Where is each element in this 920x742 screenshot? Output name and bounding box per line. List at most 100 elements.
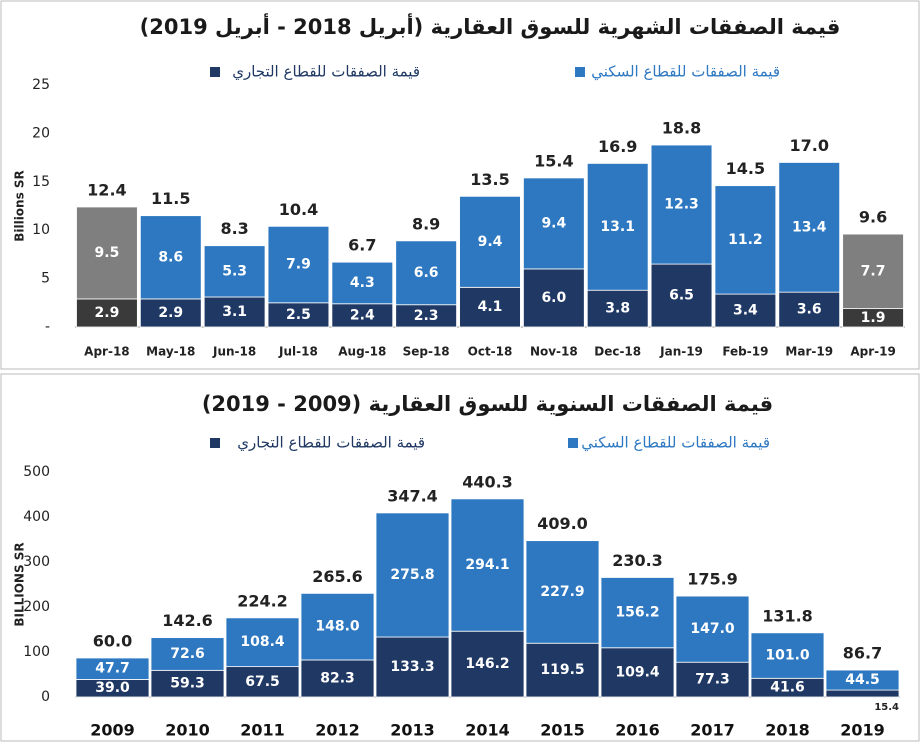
segment-label: 8.6 <box>158 249 183 265</box>
segment-label: 77.3 <box>695 672 730 688</box>
segment-label: 2.5 <box>286 307 311 323</box>
segment-label: 7.7 <box>861 263 886 279</box>
y-axis-label: Billions SR <box>13 170 27 242</box>
bar-segment <box>525 540 600 644</box>
x-tick-label: 2016 <box>615 721 660 740</box>
legend-swatch <box>568 438 578 448</box>
x-tick-label: 2013 <box>390 721 435 740</box>
x-tick-label: Aug-18 <box>338 345 386 359</box>
total-label: 16.9 <box>598 137 637 156</box>
total-label: 11.5 <box>151 189 190 208</box>
bar-segment <box>586 163 649 291</box>
x-tick-label: Dec-18 <box>594 345 641 359</box>
total-label: 409.0 <box>537 514 588 533</box>
bar-segment <box>267 225 330 304</box>
chart-title: قيمة الصفقات الشهرية للسوق العقارية (أبر… <box>140 12 841 39</box>
x-tick-label: Apr-18 <box>84 345 129 359</box>
segment-label: 59.3 <box>170 676 205 692</box>
segment-label: 133.3 <box>390 659 434 675</box>
x-tick-label: Mar-19 <box>785 345 833 359</box>
segment-label: 2.3 <box>414 308 439 324</box>
segment-label: 1.9 <box>861 310 886 326</box>
segment-label: 108.4 <box>240 634 285 650</box>
bar-segment <box>650 144 713 265</box>
segment-label: 109.4 <box>615 664 660 680</box>
bar-segment <box>600 647 675 698</box>
x-tick-label: May-18 <box>146 345 195 359</box>
bar-segment <box>714 185 777 295</box>
legend-label: قيمة الصفقات للقطاع السكني <box>591 63 780 82</box>
legend-label: قيمة الصفقات للقطاع التجاري <box>237 434 425 453</box>
segment-label: 13.1 <box>600 219 635 235</box>
segment-label: 9.4 <box>541 215 566 231</box>
legend-label: قيمة الصفقات للقطاع السكني <box>581 434 770 453</box>
total-label: 18.8 <box>662 119 701 138</box>
bar-segment <box>450 498 525 632</box>
legend-swatch <box>575 67 585 77</box>
bar-segment <box>150 637 225 671</box>
bar-segment <box>778 162 841 293</box>
x-tick-label: 2014 <box>465 721 510 740</box>
bar-segment <box>75 657 150 680</box>
total-label: 265.6 <box>312 567 363 586</box>
y-tick-label: - <box>45 319 50 335</box>
segment-label: 47.7 <box>95 661 130 677</box>
y-tick-label: 500 <box>23 464 50 480</box>
legend-swatch <box>210 67 220 77</box>
segment-label: 72.6 <box>170 646 205 662</box>
segment-label: 15.4 <box>874 702 899 713</box>
x-tick-label: Feb-19 <box>722 345 768 359</box>
bar-segment <box>523 268 585 328</box>
segment-label: 11.2 <box>728 232 763 248</box>
panel-frame <box>0 373 920 742</box>
bar-segment <box>778 291 841 328</box>
segment-label: 4.3 <box>350 275 375 291</box>
bar-segment <box>675 661 750 698</box>
segment-label: 6.0 <box>541 290 566 306</box>
segment-label: 6.5 <box>669 288 694 304</box>
y-tick-label: 100 <box>23 644 50 660</box>
segment-label: 67.5 <box>245 674 280 690</box>
total-label: 131.8 <box>762 606 813 625</box>
bar-segment <box>750 632 825 679</box>
bar-segment <box>825 669 900 691</box>
total-label: 60.0 <box>93 631 132 650</box>
x-tick-label: Jun-18 <box>212 345 256 359</box>
segment-label: 9.5 <box>95 245 120 261</box>
bar-segment <box>139 215 202 300</box>
legend-swatch <box>210 438 220 448</box>
x-tick-label: 2019 <box>840 721 885 740</box>
x-tick-label: Apr-19 <box>850 345 895 359</box>
bar-segment <box>203 245 266 298</box>
total-label: 347.4 <box>387 486 438 505</box>
segment-label: 119.5 <box>540 662 584 678</box>
total-label: 175.9 <box>687 570 738 589</box>
bar-segment <box>139 298 202 328</box>
segment-label: 9.4 <box>478 234 503 250</box>
segment-label: 2.4 <box>350 307 375 323</box>
segment-label: 3.8 <box>605 301 630 317</box>
bar-segment <box>225 666 300 698</box>
total-label: 440.3 <box>462 472 513 491</box>
bar-segment <box>842 233 904 310</box>
total-label: 14.5 <box>726 159 765 178</box>
x-tick-label: Oct-18 <box>468 345 513 359</box>
x-tick-label: Jul-18 <box>278 345 318 359</box>
x-tick-label: Jan-19 <box>659 345 703 359</box>
bar-segment <box>375 512 450 638</box>
total-label: 86.7 <box>843 644 882 663</box>
total-label: 15.4 <box>534 151 573 170</box>
segment-label: 6.6 <box>414 265 439 281</box>
bar-segment <box>586 289 649 328</box>
y-tick-label: 300 <box>23 554 50 570</box>
y-tick-label: 200 <box>23 599 50 615</box>
total-label: 17.0 <box>789 136 828 155</box>
bar-segment <box>395 240 457 306</box>
segment-label: 5.3 <box>222 263 247 279</box>
x-tick-label: 2018 <box>765 721 810 740</box>
bar-segment <box>459 286 521 328</box>
bar-segment <box>825 689 900 698</box>
segment-label: 12.3 <box>664 197 699 213</box>
bar-segment <box>331 261 394 305</box>
y-tick-label: 0 <box>41 689 50 705</box>
